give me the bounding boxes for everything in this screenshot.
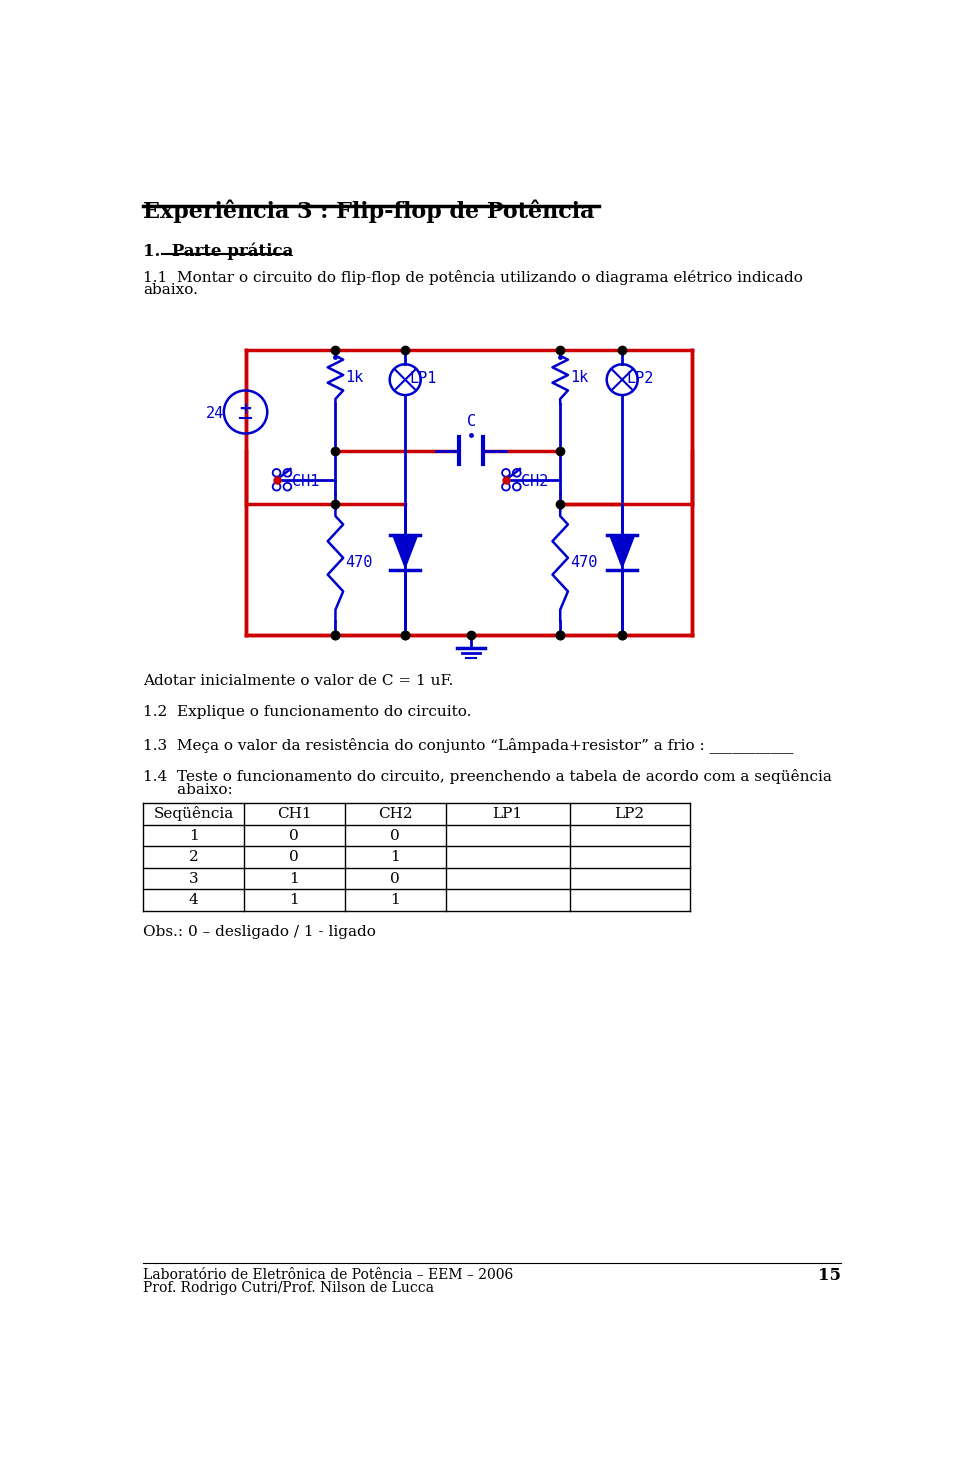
Text: Prof. Rodrigo Cutri/Prof. Nilson de Lucca: Prof. Rodrigo Cutri/Prof. Nilson de Lucc… — [143, 1281, 434, 1295]
Text: 15: 15 — [818, 1266, 841, 1284]
Text: 1: 1 — [290, 893, 300, 908]
Text: 0: 0 — [391, 829, 400, 842]
Text: CH2: CH2 — [521, 474, 549, 488]
Text: CH1: CH1 — [277, 807, 312, 820]
Text: 24: 24 — [205, 407, 224, 421]
Text: 1.4  Teste o funcionamento do circuito, preenchendo a tabela de acordo com a seq: 1.4 Teste o funcionamento do circuito, p… — [143, 769, 832, 784]
Text: abaixo:: abaixo: — [143, 784, 233, 797]
Text: Seqüência: Seqüência — [154, 806, 233, 822]
Polygon shape — [610, 535, 635, 568]
Text: 1k: 1k — [570, 370, 588, 385]
Text: abaixo.: abaixo. — [143, 284, 198, 297]
Text: 1: 1 — [391, 849, 400, 864]
Text: Experiência 3 : Flip-flop de Potência: Experiência 3 : Flip-flop de Potência — [143, 200, 595, 223]
Text: 1: 1 — [391, 893, 400, 908]
Text: 1k: 1k — [346, 370, 364, 385]
Text: LP1: LP1 — [492, 807, 522, 820]
Text: 0: 0 — [290, 849, 300, 864]
Text: 1: 1 — [290, 871, 300, 886]
Text: LP2: LP2 — [627, 370, 654, 386]
Text: 470: 470 — [570, 555, 598, 571]
Polygon shape — [393, 535, 418, 568]
Text: 2: 2 — [189, 849, 199, 864]
Text: 1.1  Montar o circuito do flip-flop de potência utilizando o diagrama elétrico i: 1.1 Montar o circuito do flip-flop de po… — [143, 270, 804, 284]
Text: CH2: CH2 — [378, 807, 413, 820]
Text: Laboratório de Eletrônica de Potência – EEM – 2006: Laboratório de Eletrônica de Potência – … — [143, 1268, 514, 1282]
Text: 1.3  Meça o valor da resistência do conjunto “Lâmpada+resistor” a frio : _______: 1.3 Meça o valor da resistência do conju… — [143, 737, 794, 753]
Text: 0: 0 — [391, 871, 400, 886]
Text: CH1: CH1 — [292, 474, 320, 488]
Text: 3: 3 — [189, 871, 199, 886]
Text: 0: 0 — [290, 829, 300, 842]
Text: 1.2  Explique o funcionamento do circuito.: 1.2 Explique o funcionamento do circuito… — [143, 705, 471, 718]
Text: Obs.: 0 – desligado / 1 - ligado: Obs.: 0 – desligado / 1 - ligado — [143, 925, 376, 938]
Text: LP1: LP1 — [410, 370, 437, 386]
Text: Adotar inicialmente o valor de C = 1 uF.: Adotar inicialmente o valor de C = 1 uF. — [143, 673, 454, 688]
Text: 1.  Parte prática: 1. Parte prática — [143, 243, 294, 261]
Text: C: C — [467, 414, 475, 428]
Text: 1: 1 — [189, 829, 199, 842]
Text: LP2: LP2 — [614, 807, 644, 820]
Text: 4: 4 — [189, 893, 199, 908]
Text: 470: 470 — [346, 555, 372, 571]
Text: +: + — [239, 399, 252, 418]
